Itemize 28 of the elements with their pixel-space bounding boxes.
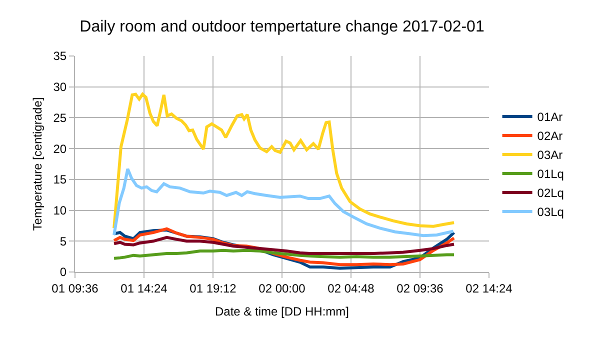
x-tick-label: 02 04:48 (328, 281, 375, 296)
line-series (112, 92, 456, 230)
line-series (112, 236, 456, 255)
legend-label: 03Ar (537, 148, 563, 162)
x-tick-label: 01 19:12 (190, 281, 237, 296)
legend-label: 02Lq (537, 186, 564, 200)
line-series (112, 167, 455, 238)
y-tick-label: 25 (53, 110, 67, 125)
x-tick-label: 01 09:36 (52, 281, 99, 296)
y-tick-label: 20 (53, 142, 67, 156)
y-tick-label: 30 (53, 80, 67, 94)
chart-title: Daily room and outdoor tempertature change 2017-02-01 (80, 18, 484, 36)
y-tick-label: 35 (53, 49, 67, 64)
y-tick-label: 10 (53, 203, 67, 218)
y-tick-label: 15 (53, 172, 67, 187)
x-tick-label: 02 14:24 (466, 281, 513, 296)
y-tick-label: 0 (60, 265, 67, 280)
legend-label: 02Ar (537, 129, 563, 144)
legend-label: 01Lq (537, 167, 564, 182)
x-tick-label: 02 09:36 (396, 281, 444, 296)
x-axis-title: Date & time [DD HH:mm] (214, 304, 350, 318)
y-axis-title: Temperature [centigrade] (30, 97, 45, 231)
x-tick-label: 01 14:24 (120, 281, 168, 296)
y-tick-label: 5 (60, 234, 67, 248)
x-tick-label: 02 00:00 (258, 281, 306, 296)
legend-label: 01Ar (537, 110, 563, 124)
legend-label: 03Lq (537, 205, 564, 220)
line-series (112, 248, 456, 260)
